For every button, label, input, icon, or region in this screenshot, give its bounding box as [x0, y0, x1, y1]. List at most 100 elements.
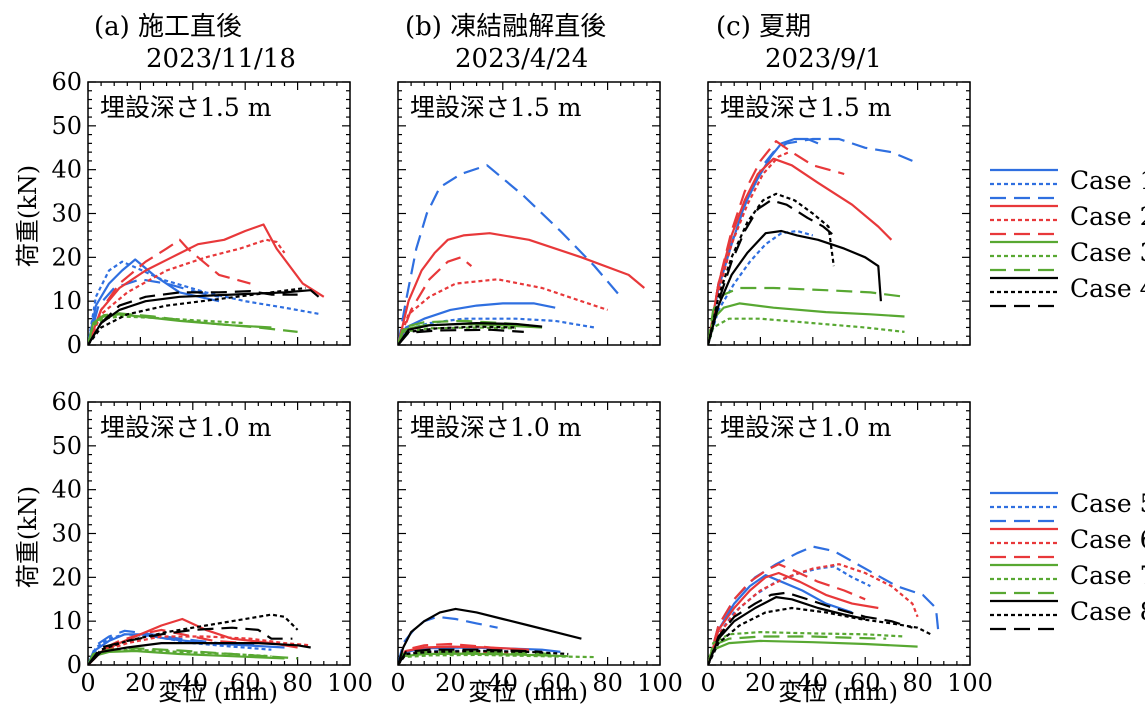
legend-label-case-8: Case 8	[1070, 597, 1145, 626]
x-tick-label: 100	[947, 669, 993, 697]
series-line-case-8-dashed	[398, 648, 543, 665]
x-tick-label: 80	[282, 669, 313, 697]
series-line-case-6-dotted	[708, 563, 919, 665]
depth-label: 埋設深さ1.0 m	[720, 413, 892, 442]
series-line-case-5-dashed	[708, 545, 940, 665]
series-group	[88, 223, 325, 345]
series-line-case-7-dashed	[88, 647, 298, 665]
x-tick-label: 20	[435, 669, 466, 697]
x-tick-label: 100	[637, 669, 683, 697]
y-axis-title-top: 荷重(kN)	[14, 165, 42, 267]
y-tick-label: 60	[51, 388, 82, 416]
x-tick-label: 80	[592, 669, 623, 697]
x-tick-label: 20	[125, 669, 156, 697]
series-line-case-3-dashed	[708, 286, 905, 345]
y-tick-label: 20	[51, 243, 82, 271]
series-group	[708, 545, 940, 665]
legend-label-case-7: Case 7	[1070, 561, 1145, 590]
series-group	[398, 607, 595, 665]
y-tick-label: 50	[51, 432, 82, 460]
series-line-case-6-solid	[708, 571, 879, 665]
y-tick-label: 0	[67, 651, 82, 679]
y-tick-label: 40	[51, 476, 82, 504]
series-line-case-6-dashed	[708, 563, 866, 665]
column-headers: (a) 施工直後 2023/11/18 (b) 凍結融解直後 2023/4/24…	[94, 12, 882, 74]
column-date-c: 2023/9/1	[765, 44, 882, 74]
y-tick-label: 60	[51, 68, 82, 96]
series-line-case-1-dashed	[708, 137, 913, 345]
y-tick-label: 10	[51, 287, 82, 315]
series-line-case-3-dotted	[708, 317, 905, 345]
series-line-case-3-dashed	[88, 312, 298, 345]
series-line-case-1-dashed	[398, 164, 622, 345]
series-group	[88, 613, 311, 665]
panel-0-0: 0 10 20 30 40 50 60 埋設深さ1.5 m	[51, 68, 351, 359]
series-line-case-2-dotted	[88, 238, 286, 345]
series-line-case-8-solid	[398, 607, 582, 665]
legend-bottom: Case 5 Case 6 Case 7 Case 8	[990, 489, 1145, 631]
panel-0-1: 0 10 20 30 40 50 60 0 20 40 60 80 100 埋設深さ1.0 m	[51, 388, 372, 697]
depth-label: 埋設深さ1.0 m	[410, 413, 582, 442]
series-line-case-4-dashed	[398, 328, 524, 345]
column-date-a: 2023/11/18	[146, 44, 296, 74]
x-tick-label: 100	[327, 669, 373, 697]
column-title-c: (c) 夏期	[716, 12, 811, 42]
depth-label: 埋設深さ1.0 m	[100, 413, 272, 442]
y-tick-label: 0	[67, 331, 82, 359]
series-line-case-8-solid	[708, 596, 866, 665]
y-tick-label: 40	[51, 156, 82, 184]
panel-2-1: 0 20 40 60 80 100 埋設深さ1.0 m	[700, 401, 993, 697]
series-line-case-5-dashed	[398, 615, 498, 665]
x-tick-label: 40	[488, 669, 519, 697]
series-line-case-2-dotted	[708, 151, 790, 345]
series-line-case-1-dashed	[88, 278, 220, 345]
x-tick-label: 0	[390, 669, 405, 697]
y-tick-label: 10	[51, 607, 82, 635]
series-line-case-2-solid	[88, 223, 325, 345]
legend-label-case-4: Case 4	[1070, 274, 1145, 303]
x-tick-label: 60	[540, 669, 571, 697]
x-tick-label: 0	[700, 669, 715, 697]
series-line-case-8-dotted	[88, 613, 299, 665]
y-tick-label: 30	[51, 200, 82, 228]
series-line-case-1-dotted	[708, 229, 814, 345]
series-group	[398, 164, 646, 345]
panel-1-0: 埋設深さ1.5 m	[397, 81, 661, 346]
legend-label-case-5: Case 5	[1070, 489, 1145, 518]
x-tick-label: 60	[230, 669, 261, 697]
legend-label-case-1: Case 1	[1070, 166, 1145, 195]
x-tick-label: 40	[798, 669, 829, 697]
series-line-case-7-dotted	[398, 653, 595, 665]
series-line-case-3-solid	[708, 302, 905, 345]
x-tick-label: 0	[80, 669, 95, 697]
column-date-b: 2023/4/24	[455, 44, 588, 74]
series-line-case-2-dotted	[398, 278, 608, 345]
panel-2-0: 埋設深さ1.5 m	[707, 81, 971, 346]
series-line-case-8-dashed	[708, 591, 913, 665]
panel-1-1: 0 20 40 60 80 100 埋設深さ1.0 m	[390, 401, 683, 697]
series-line-case-8-dashed	[88, 626, 293, 665]
series-line-case-4-solid	[398, 322, 543, 345]
series-line-case-4-dashed	[88, 290, 298, 345]
legend-top: Case 1 Case 2 Case 3 Case 4	[990, 166, 1145, 308]
column-title-b: (b) 凍結融解直後	[405, 12, 606, 42]
series-line-case-8-solid	[88, 642, 311, 665]
series-line-case-4-solid	[708, 229, 882, 345]
series-line-case-4-dotted	[88, 286, 306, 345]
series-line-case-2-dashed	[398, 256, 473, 345]
series-line-case-4-dotted	[398, 325, 516, 345]
x-axis-title-b: 変位 (mm)	[468, 678, 588, 706]
plot-panels: 0 10 20 30 40 50 60 埋設深さ1.5 m 埋設深さ1.5 m 埋設深さ1.5 m…	[51, 68, 992, 697]
y-tick-label: 20	[51, 563, 82, 591]
x-tick-label: 80	[902, 669, 933, 697]
series-line-case-1-dotted	[88, 260, 322, 345]
x-tick-label: 20	[745, 669, 776, 697]
column-title-a: (a) 施工直後	[94, 12, 242, 42]
series-line-case-2-dashed	[708, 140, 845, 345]
x-axis-title-c: 変位 (mm)	[778, 678, 898, 706]
series-line-case-4-dashed	[708, 199, 835, 345]
x-tick-label: 60	[850, 669, 881, 697]
series-line-case-7-dotted	[708, 631, 905, 665]
series-line-case-6-dashed	[88, 628, 246, 665]
